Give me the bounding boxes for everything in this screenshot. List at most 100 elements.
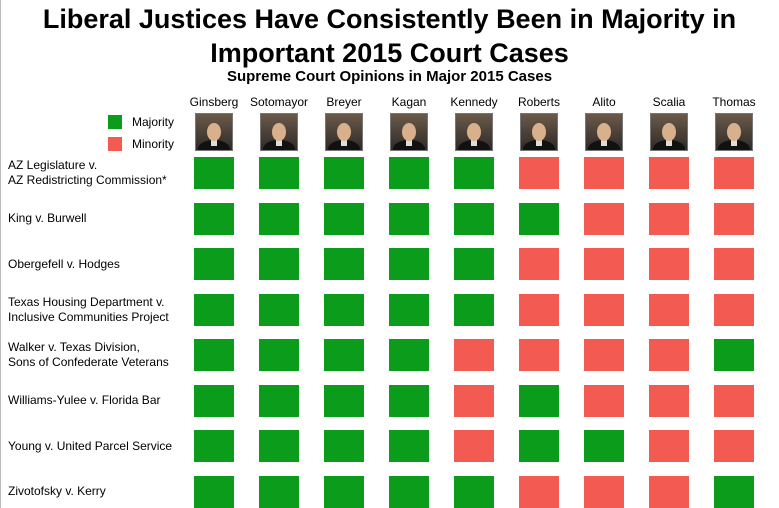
opinion-cell-breyer-majority	[324, 248, 364, 280]
opinion-cell-ginsberg-majority	[194, 157, 234, 189]
opinion-cell-ginsberg-majority	[194, 248, 234, 280]
opinion-cell-scalia-minority	[649, 157, 689, 189]
case-label: Texas Housing Department v. Inclusive Co…	[8, 294, 169, 324]
opinion-cell-thomas-minority	[714, 293, 754, 326]
justice-name-roberts: Roberts	[517, 95, 561, 109]
case-label: Walker v. Texas Division, Sons of Confed…	[8, 340, 169, 369]
opinion-cell-roberts-majority	[519, 202, 559, 235]
chart-title: Liberal Justices Have Consistently Been …	[42, 4, 737, 68]
opinion-cell-ginsberg-majority	[194, 202, 234, 235]
opinion-cell-sotomayor-majority	[259, 157, 299, 189]
opinion-cell-roberts-majority	[519, 430, 559, 462]
justice-name-kagan: Kagan	[391, 95, 427, 109]
opinion-cell-roberts-minority	[519, 248, 559, 280]
opinion-cell-ginsberg-majority	[194, 475, 234, 508]
legend: Majority Minority	[108, 112, 174, 156]
opinion-cell-sotomayor-majority	[259, 384, 299, 417]
opinion-cell-sotomayor-majority	[259, 475, 299, 508]
opinion-cell-breyer-majority	[324, 202, 364, 235]
opinion-cell-thomas-minority	[714, 430, 754, 462]
opinion-cell-roberts-majority	[519, 384, 559, 417]
opinion-cell-thomas-minority	[714, 157, 754, 189]
left-border	[0, 0, 1, 508]
opinion-cell-ginsberg-majority	[194, 384, 234, 417]
legend-swatch-minority	[108, 137, 122, 151]
opinion-cell-kennedy-majority	[454, 293, 494, 326]
opinion-cell-sotomayor-majority	[259, 293, 299, 326]
justice-name-sotomayor: Sotomayor	[249, 95, 309, 109]
opinion-cell-kagan-majority	[389, 339, 429, 371]
case-label: Zivotofsky v. Kerry	[8, 484, 106, 498]
legend-item-majority: Majority	[108, 112, 174, 132]
opinion-cell-sotomayor-majority	[259, 248, 299, 280]
opinion-cell-alito-minority	[584, 157, 624, 189]
case-label: AZ Legislature v. AZ Redistricting Commi…	[8, 158, 167, 187]
opinion-cell-alito-majority	[584, 430, 624, 462]
justice-portrait-kagan	[390, 113, 428, 151]
opinion-cell-sotomayor-majority	[259, 430, 299, 462]
opinion-cell-alito-minority	[584, 248, 624, 280]
justice-portrait-thomas	[715, 113, 753, 151]
opinion-cell-ginsberg-majority	[194, 293, 234, 326]
opinion-cell-breyer-majority	[324, 339, 364, 371]
case-label: Williams-Yulee v. Florida Bar	[8, 393, 161, 407]
opinion-cell-roberts-minority	[519, 475, 559, 508]
opinion-cell-alito-minority	[584, 202, 624, 235]
opinion-cell-breyer-majority	[324, 384, 364, 417]
case-label: Young v. United Parcel Service	[8, 438, 173, 453]
opinion-cell-kennedy-majority	[454, 157, 494, 189]
opinion-cell-ginsberg-majority	[194, 339, 234, 371]
opinion-cell-kennedy-majority	[454, 248, 494, 280]
opinion-cell-thomas-minority	[714, 202, 754, 235]
opinion-cell-alito-minority	[584, 384, 624, 417]
opinion-cell-kagan-majority	[389, 475, 429, 508]
justice-name-scalia: Scalia	[652, 95, 686, 109]
legend-item-minority: Minority	[108, 134, 174, 154]
opinion-cell-scalia-minority	[649, 475, 689, 508]
opinion-cell-breyer-majority	[324, 157, 364, 189]
justice-name-kennedy: Kennedy	[450, 95, 498, 109]
opinion-cell-thomas-minority	[714, 248, 754, 280]
opinion-cell-scalia-minority	[649, 339, 689, 371]
opinion-cell-kennedy-majority	[454, 202, 494, 235]
opinion-cell-scalia-minority	[649, 293, 689, 326]
legend-label-minority: Minority	[132, 137, 175, 151]
opinion-cell-kennedy-minority	[454, 430, 494, 462]
opinion-cell-kagan-majority	[389, 248, 429, 280]
case-label: King v. Burwell	[8, 211, 87, 225]
opinion-cell-scalia-minority	[649, 384, 689, 417]
opinion-cell-sotomayor-majority	[259, 339, 299, 371]
legend-label-majority: Majority	[132, 115, 175, 129]
justice-name-thomas: Thomas	[712, 95, 756, 109]
opinion-cell-kagan-majority	[389, 293, 429, 326]
opinion-cell-thomas-majority	[714, 339, 754, 371]
opinion-cell-thomas-majority	[714, 475, 754, 508]
opinion-cell-scalia-minority	[649, 248, 689, 280]
justice-portrait-roberts	[520, 113, 558, 151]
justice-portrait-sotomayor	[260, 113, 298, 151]
opinion-cell-kagan-majority	[389, 430, 429, 462]
opinion-cell-kennedy-minority	[454, 339, 494, 371]
opinion-cell-breyer-majority	[324, 430, 364, 462]
opinion-cell-alito-minority	[584, 293, 624, 326]
opinion-cell-scalia-minority	[649, 202, 689, 235]
opinion-cell-breyer-majority	[324, 475, 364, 508]
opinion-cell-alito-minority	[584, 339, 624, 371]
opinion-cell-scalia-minority	[649, 430, 689, 462]
opinion-cell-ginsberg-majority	[194, 430, 234, 462]
opinion-cell-kennedy-minority	[454, 384, 494, 417]
case-label: Obergefell v. Hodges	[8, 256, 120, 271]
justice-portrait-alito	[585, 113, 623, 151]
opinion-cell-roberts-minority	[519, 293, 559, 326]
justice-name-breyer: Breyer	[326, 95, 362, 109]
justice-portrait-ginsberg	[195, 113, 233, 151]
justice-name-alito: Alito	[592, 95, 616, 109]
chart-subtitle: Supreme Court Opinions in Major 2015 Cas…	[226, 68, 553, 85]
opinion-cell-breyer-majority	[324, 293, 364, 326]
justice-name-ginsberg: Ginsberg	[189, 95, 239, 109]
justice-portrait-breyer	[325, 113, 363, 151]
opinion-cell-sotomayor-majority	[259, 202, 299, 235]
opinion-cell-thomas-minority	[714, 384, 754, 417]
opinion-cell-kagan-majority	[389, 157, 429, 189]
opinion-cell-alito-minority	[584, 475, 624, 508]
